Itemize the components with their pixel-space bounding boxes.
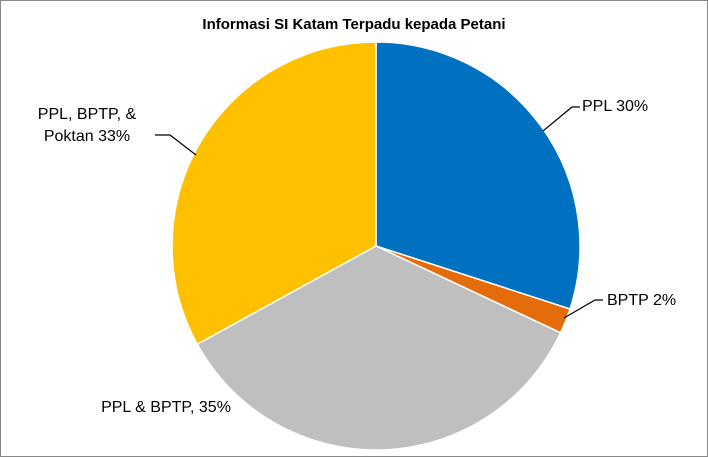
chart-title: Informasi SI Katam Terpadu kepada Petani	[202, 16, 506, 33]
pie-slice	[171, 41, 377, 346]
pie-slice	[375, 41, 581, 310]
leader-line	[542, 106, 580, 132]
data-label: PPL 30%	[582, 98, 649, 115]
data-label: BPTP 2%	[607, 292, 677, 309]
leader-line	[155, 134, 197, 156]
data-label: PPL & BPTP, 35%	[101, 399, 231, 416]
leader-line	[563, 299, 603, 319]
pie-slice	[196, 245, 562, 451]
data-label: PPL, BPTP, & Poktan 33%	[37, 106, 137, 145]
